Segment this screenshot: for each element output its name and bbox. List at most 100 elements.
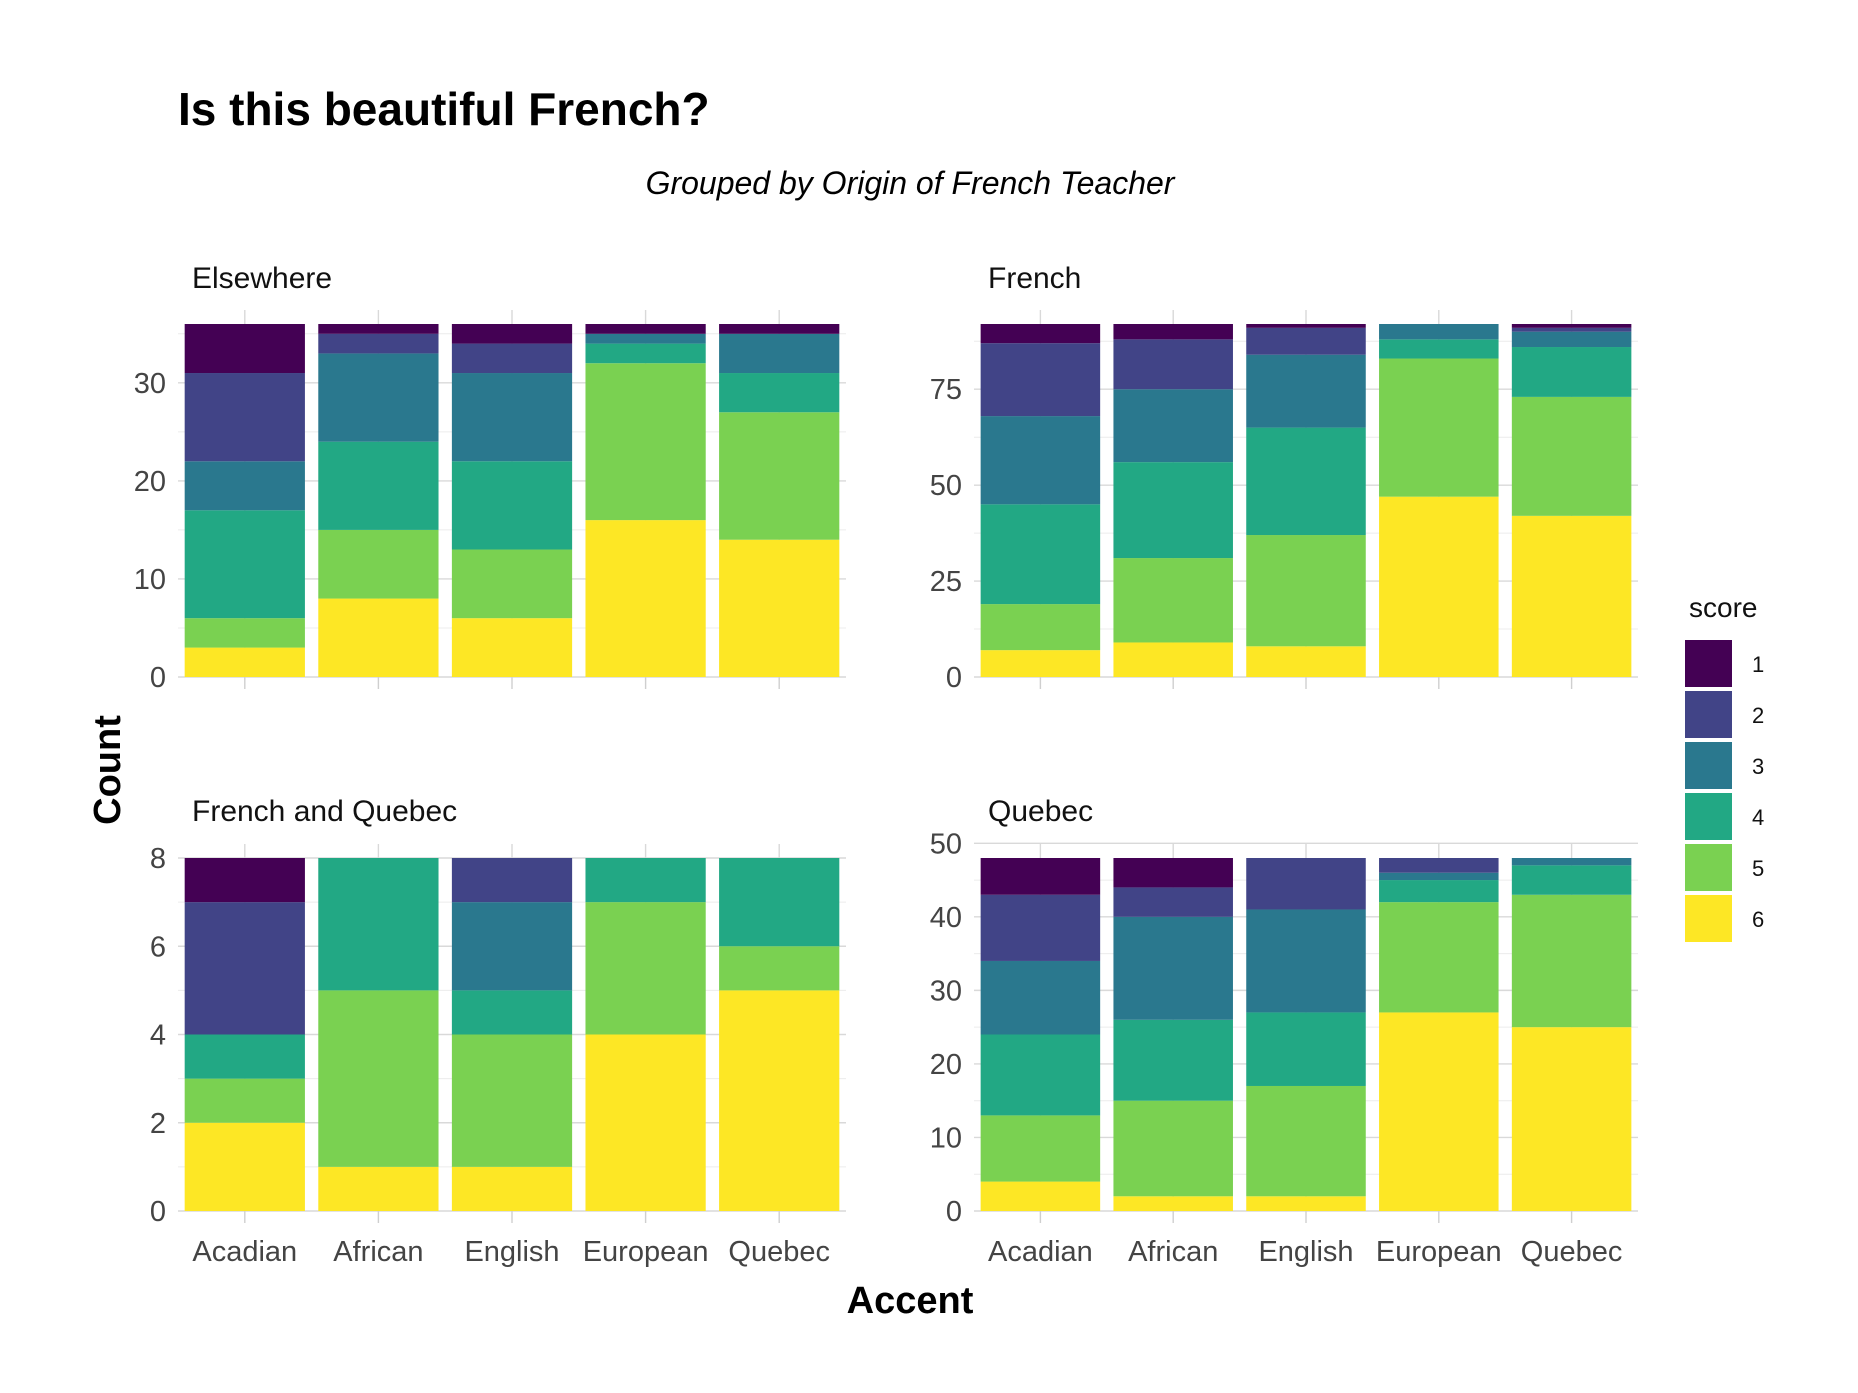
bar-quebec-african-score-5: [1113, 1100, 1233, 1197]
y-tick-label: 0: [946, 1196, 962, 1228]
y-tick-label: 0: [946, 662, 962, 694]
x-tick-label: English: [464, 1236, 559, 1268]
y-tick-label: 6: [150, 931, 166, 963]
bar-quebec-acadian-score-4: [980, 1034, 1101, 1116]
bar-quebec-acadian-score-5: [980, 1115, 1101, 1182]
bar-quebec-quebec-score-6: [1511, 1027, 1632, 1211]
bar-french-english-score-3: [1246, 354, 1366, 428]
bar-french-english-score-2: [1246, 327, 1366, 355]
bar-elsewhere-african-score-3: [318, 353, 439, 442]
y-axis-title: Count: [87, 715, 129, 825]
bar-french-quebec-score-5: [1511, 396, 1632, 516]
bar-french-english-score-4: [1246, 427, 1366, 536]
bar-elsewhere-english-score-5: [451, 549, 573, 619]
bar-quebec-european-score-6: [1379, 1012, 1499, 1211]
bar-elsewhere-quebec-score-4: [719, 373, 840, 413]
bar-quebec-european-score-5: [1379, 902, 1499, 1013]
y-tick-label: 20: [134, 466, 166, 498]
y-tick-label: 30: [930, 975, 962, 1007]
bar-elsewhere-african-score-5: [318, 529, 439, 599]
bar-quebec-european-score-4: [1379, 880, 1499, 903]
bar-elsewhere-african-score-2: [318, 333, 439, 354]
y-tick-label: 50: [930, 828, 962, 860]
bar-elsewhere-quebec-score-6: [719, 539, 840, 677]
bar-elsewhere-european-score-1: [585, 324, 706, 334]
panel-title: Elsewhere: [192, 262, 332, 295]
bar-elsewhere-acadian-score-4: [184, 510, 305, 619]
bar-elsewhere-acadian-score-2: [184, 373, 305, 462]
bar-french-and-quebec-european-score-6: [585, 1034, 706, 1211]
bar-french-and-quebec-quebec-score-4: [719, 858, 840, 947]
x-tick-label: African: [1128, 1236, 1218, 1268]
bar-french-and-quebec-african-score-6: [318, 1166, 439, 1211]
y-tick-label: 10: [930, 1122, 962, 1154]
bar-french-quebec-score-6: [1511, 515, 1632, 677]
bar-french-acadian-score-5: [980, 604, 1101, 651]
bar-elsewhere-african-score-6: [318, 598, 439, 677]
bar-quebec-english-score-6: [1246, 1196, 1366, 1211]
bar-french-and-quebec-european-score-5: [585, 902, 706, 1035]
bar-french-european-score-6: [1379, 496, 1499, 677]
legend-key-2: [1685, 691, 1732, 738]
y-tick-label: 10: [134, 564, 166, 596]
bar-french-african-score-5: [1113, 558, 1233, 643]
bar-quebec-quebec-score-4: [1511, 865, 1632, 895]
panel-title: French and Quebec: [192, 795, 457, 828]
bar-french-acadian-score-2: [980, 343, 1101, 417]
bar-quebec-african-score-6: [1113, 1196, 1233, 1211]
legend-label-3: 3: [1752, 754, 1764, 779]
bar-french-african-score-3: [1113, 389, 1233, 463]
legend-key-1: [1685, 640, 1732, 687]
x-tick-label: Quebec: [728, 1236, 830, 1268]
bar-quebec-english-score-2: [1246, 858, 1366, 910]
bar-french-african-score-1: [1113, 324, 1233, 340]
bar-elsewhere-african-score-4: [318, 441, 439, 530]
bar-quebec-african-score-3: [1113, 916, 1233, 1020]
bar-quebec-english-score-5: [1246, 1085, 1366, 1197]
bar-french-european-score-5: [1379, 358, 1499, 497]
bar-elsewhere-european-score-5: [585, 363, 706, 521]
bar-quebec-african-score-2: [1113, 887, 1233, 917]
y-tick-label: 40: [930, 902, 962, 934]
x-tick-label: European: [1376, 1236, 1502, 1268]
bar-quebec-english-score-3: [1246, 909, 1366, 1013]
panel-elsewhere: 0 10 20 30 Elsewhere: [134, 262, 846, 694]
y-tick-label: 20: [930, 1049, 962, 1081]
bar-elsewhere-acadian-score-5: [184, 618, 305, 648]
bar-quebec-quebec-score-5: [1511, 894, 1632, 1028]
bar-french-acadian-score-1: [980, 324, 1101, 344]
y-tick-label: 4: [150, 1020, 166, 1052]
bar-quebec-european-score-3: [1379, 872, 1499, 881]
x-tick-label: English: [1258, 1236, 1353, 1268]
bar-elsewhere-quebec-score-3: [719, 333, 840, 374]
bar-french-quebec-score-3: [1511, 331, 1632, 348]
x-axis-title: Accent: [847, 1280, 974, 1322]
y-tick-label: 75: [930, 374, 962, 406]
legend-label-6: 6: [1752, 907, 1764, 932]
panel-french-and-quebec: 0 2 4 6 8 Acadian African English European Quebec…: [150, 795, 846, 1268]
bar-elsewhere-english-score-3: [451, 373, 573, 462]
legend-title: score: [1689, 592, 1757, 623]
legend-label-2: 2: [1752, 703, 1764, 728]
legend-key-5: [1685, 844, 1732, 891]
y-tick-label: 8: [150, 843, 166, 875]
bar-french-and-quebec-acadian-score-4: [184, 1034, 305, 1079]
bar-quebec-acadian-score-6: [980, 1181, 1101, 1211]
bar-quebec-english-score-4: [1246, 1012, 1366, 1086]
bar-elsewhere-acadian-score-3: [184, 461, 305, 511]
bar-elsewhere-acadian-score-1: [184, 324, 305, 374]
bar-french-and-quebec-acadian-score-5: [184, 1078, 305, 1123]
legend-key-3: [1685, 742, 1732, 789]
bar-french-and-quebec-acadian-score-1: [184, 858, 305, 903]
y-tick-label: 0: [150, 662, 166, 694]
panel-quebec: 0 10 20 30 40 50 Acadian African English European…: [930, 795, 1638, 1268]
panel-french: 0 25 50 75 French: [930, 262, 1638, 694]
bar-french-english-score-5: [1246, 535, 1366, 647]
chart-title: Is this beautiful French?: [178, 83, 710, 135]
legend: score 1 2 3 4 5 6: [1685, 592, 1764, 942]
bar-quebec-acadian-score-1: [980, 858, 1101, 895]
bar-elsewhere-african-score-1: [318, 324, 439, 334]
bar-french-acadian-score-6: [980, 650, 1101, 677]
bar-french-african-score-2: [1113, 339, 1233, 390]
